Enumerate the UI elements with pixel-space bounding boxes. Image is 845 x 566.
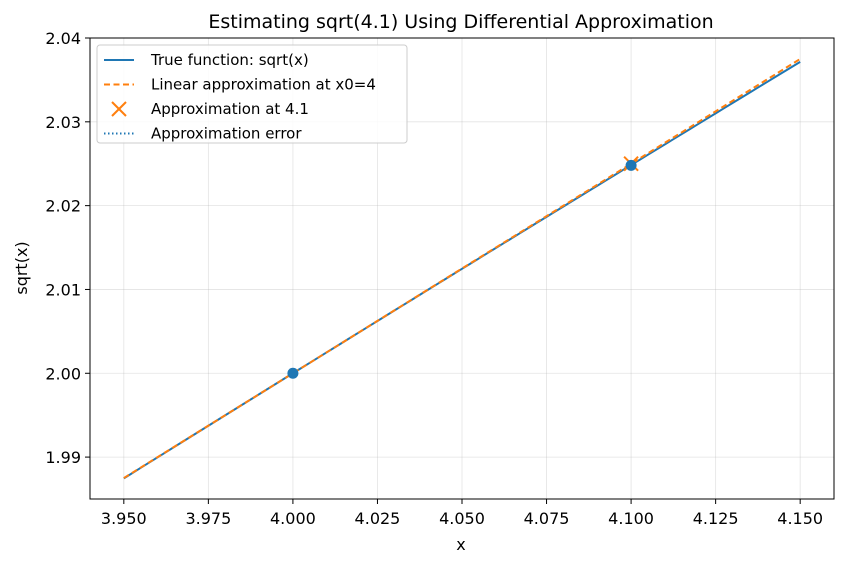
- legend-label: Approximation error: [151, 125, 302, 143]
- x-tick-label: 3.950: [101, 509, 147, 528]
- x-tick-label: 3.975: [185, 509, 231, 528]
- legend-box: [96, 44, 408, 144]
- data-point: [287, 367, 299, 379]
- y-tick-label: 2.03: [45, 113, 81, 132]
- y-tick-label: 1.99: [45, 448, 81, 467]
- legend-label: True function: sqrt(x): [150, 51, 309, 69]
- x-tick-label: 4.100: [608, 509, 654, 528]
- data-point: [625, 159, 637, 171]
- y-tick-label: 2.00: [45, 364, 81, 383]
- x-tick-label: 4.150: [777, 509, 823, 528]
- x-tick-label: 4.025: [355, 509, 401, 528]
- x-tick-label: 4.125: [693, 509, 739, 528]
- chart-title: Estimating sqrt(4.1) Using Differential …: [208, 11, 713, 33]
- legend: True function: sqrt(x) Linear approximati…: [96, 44, 408, 144]
- y-tick-label: 2.01: [45, 280, 81, 299]
- x-axis: 3.950 3.975 4.000 4.025 4.050 4.075 4.100 4.125…: [101, 499, 823, 528]
- x-tick-label: 4.050: [439, 509, 485, 528]
- y-tick-label: 2.02: [45, 197, 81, 216]
- x-tick-label: 4.075: [524, 509, 570, 528]
- legend-label: Linear approximation at x0=4: [151, 76, 376, 94]
- legend-label: Approximation at 4.1: [151, 100, 309, 118]
- plot-markers: [287, 156, 639, 379]
- series-line-1: [123, 60, 801, 480]
- x-tick-label: 4.000: [270, 509, 316, 528]
- y-axis: 1.99 2.00 2.01 2.02 2.03 2.04: [45, 29, 90, 467]
- x-axis-label: x: [456, 535, 465, 554]
- y-axis-label: sqrt(x): [12, 241, 31, 294]
- y-tick-label: 2.04: [45, 29, 81, 48]
- legend-swatch: [111, 101, 127, 117]
